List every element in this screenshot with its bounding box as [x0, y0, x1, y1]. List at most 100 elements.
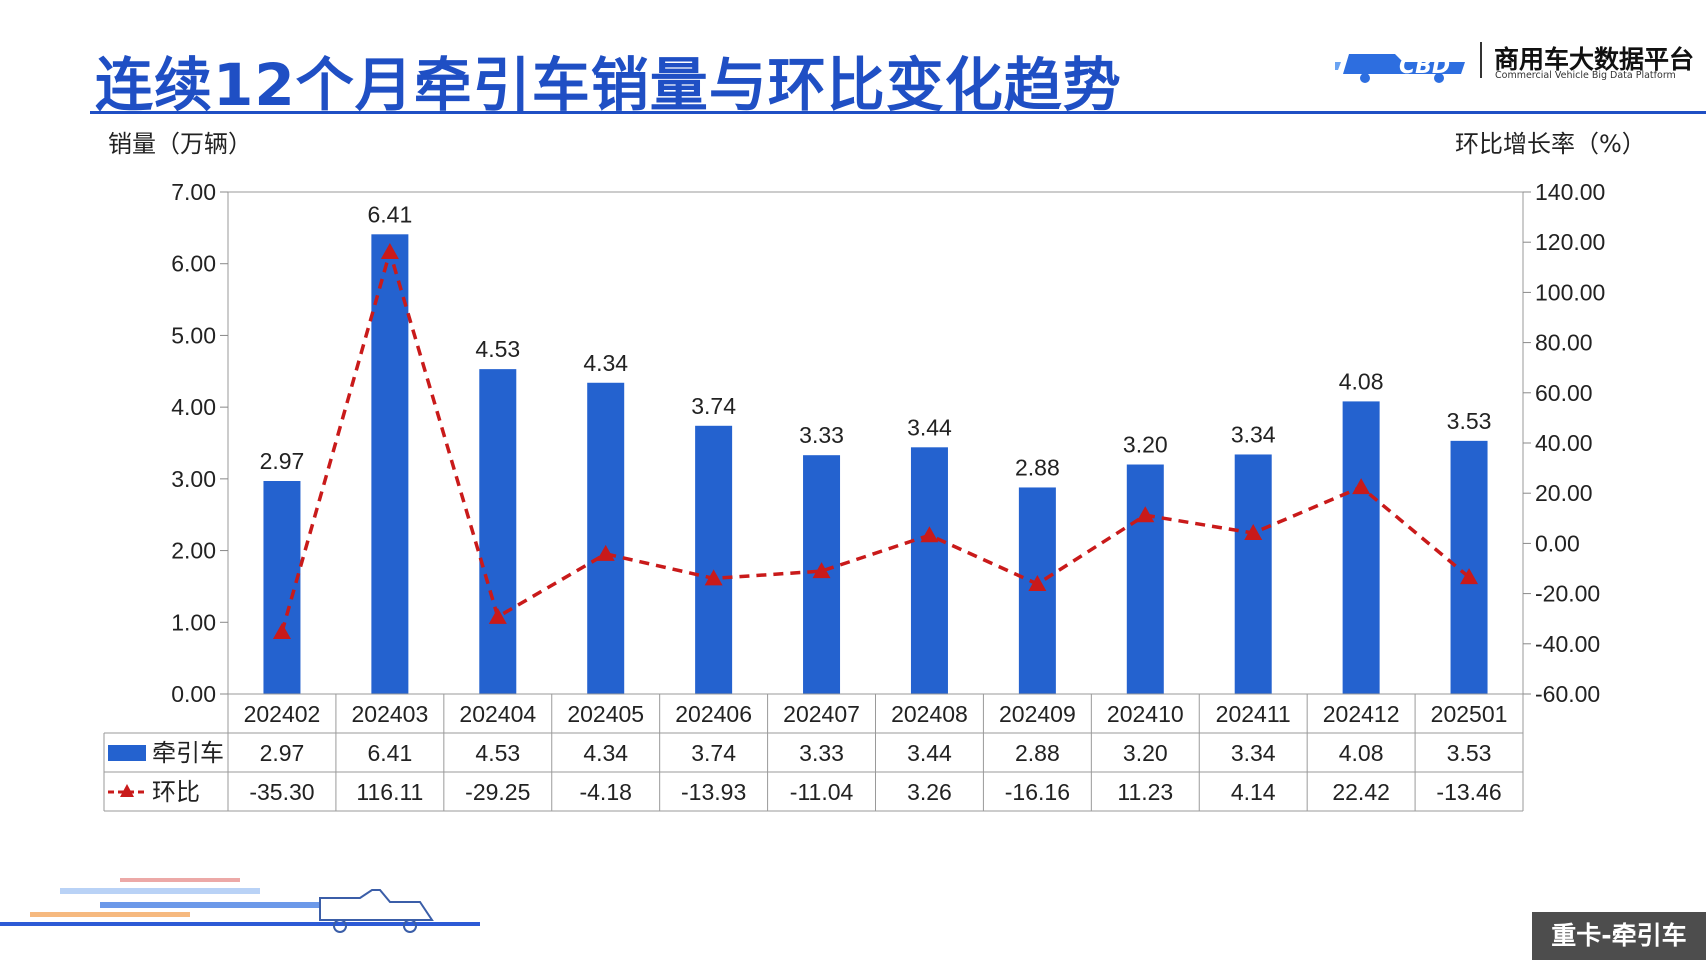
bar-value-label: 4.34 [583, 350, 628, 376]
bar-value-label: 4.53 [475, 336, 520, 362]
truck-logo-icon: CBD [1335, 54, 1465, 83]
plot-frame [227, 191, 1524, 695]
legend-line-label: 环比 [152, 779, 200, 806]
growth-marker [1028, 574, 1047, 591]
x-tick-label: 202408 [891, 701, 968, 727]
footer-category-tag: 重卡-牵引车 [1532, 912, 1706, 960]
bar [479, 369, 517, 694]
y-tick-label-left: 4.00 [171, 394, 216, 420]
table-cell-sales: 3.34 [1231, 740, 1276, 766]
table-cell-growth: 3.26 [907, 779, 952, 805]
bar-value-label: 4.08 [1339, 368, 1384, 394]
table-cell-growth: -16.16 [1005, 779, 1070, 805]
table-cell-growth: -13.46 [1436, 779, 1501, 805]
bar [371, 234, 409, 694]
growth-marker [1352, 478, 1371, 495]
table-cell-sales: 2.88 [1015, 740, 1060, 766]
y-tick-label-left: 0.00 [171, 681, 216, 707]
bar-value-label: 3.20 [1123, 432, 1168, 458]
y-tick-label-right: 140.00 [1535, 179, 1605, 205]
x-tick-label: 202412 [1323, 701, 1400, 727]
bar-value-label: 2.97 [260, 448, 305, 474]
logo-text-en: Commercial Vehicle Big Data Platform [1495, 70, 1676, 81]
legend-bar-swatch [108, 745, 146, 761]
bar-value-label: 3.34 [1231, 421, 1276, 447]
growth-marker [380, 242, 399, 259]
table-cell-growth: 4.14 [1231, 779, 1276, 805]
x-tick-label: 202402 [244, 701, 321, 727]
bar-value-label: 6.41 [367, 201, 412, 227]
growth-marker [812, 562, 831, 579]
growth-marker [596, 544, 615, 561]
bar-value-label: 3.33 [799, 422, 844, 448]
bar-value-label: 3.53 [1447, 408, 1492, 434]
table-cell-sales: 4.34 [583, 740, 628, 766]
y-tick-label-right: 40.00 [1535, 430, 1593, 456]
y-tick-label-right: 20.00 [1535, 480, 1593, 506]
growth-line [280, 245, 1471, 633]
y-tick-label-right: 0.00 [1535, 530, 1580, 556]
x-tick-label: 202410 [1107, 701, 1184, 727]
y-tick-label-right: -20.00 [1535, 581, 1600, 607]
table-cell-sales: 3.20 [1123, 740, 1168, 766]
table-cell-growth: -35.30 [249, 779, 314, 805]
table-cell-growth: -11.04 [790, 779, 854, 805]
x-tick-label: 202404 [459, 701, 536, 727]
y-tick-label-right: -40.00 [1535, 631, 1600, 657]
table-cell-growth: 116.11 [356, 779, 423, 805]
y-tick-label-left: 7.00 [171, 179, 216, 205]
table-cell-growth: -29.25 [465, 779, 530, 805]
table-cell-sales: 3.44 [907, 740, 952, 766]
y-tick-label-right: 60.00 [1535, 380, 1593, 406]
bar [1342, 401, 1380, 694]
x-tick-label: 202405 [567, 701, 644, 727]
bar [1126, 464, 1164, 694]
table-cell-sales: 4.53 [475, 740, 520, 766]
logo-divider [1480, 42, 1482, 78]
table-cell-sales: 3.53 [1447, 740, 1492, 766]
y-axis-title-left: 销量（万辆） [108, 130, 252, 158]
table-cell-sales: 3.74 [691, 740, 736, 766]
x-tick-label: 202411 [1216, 701, 1291, 727]
growth-marker [704, 569, 723, 586]
growth-marker [488, 607, 507, 624]
table-cell-growth: 22.42 [1332, 779, 1390, 805]
y-axis-title-right: 环比增长率（%） [1455, 130, 1646, 158]
table-cell-growth: 11.23 [1117, 779, 1173, 805]
table-cell-sales: 4.08 [1339, 740, 1384, 766]
y-tick-label-right: -60.00 [1535, 681, 1600, 707]
bar-value-label: 2.88 [1015, 454, 1060, 480]
y-tick-label-left: 6.00 [171, 251, 216, 277]
y-tick-label-left: 2.00 [171, 538, 216, 564]
x-tick-label: 202403 [352, 701, 429, 727]
bar [587, 382, 625, 694]
bar [695, 425, 733, 694]
table-cell-sales: 6.41 [367, 740, 412, 766]
table-cell-sales: 3.33 [799, 740, 844, 766]
x-tick-label: 202409 [999, 701, 1076, 727]
growth-marker [1244, 524, 1263, 541]
x-tick-label: 202406 [675, 701, 752, 727]
logo-text-cn: 商用车大数据平台 [1494, 45, 1695, 74]
bar-value-label: 3.74 [691, 393, 736, 419]
y-tick-label-right: 120.00 [1535, 229, 1605, 255]
page-title: 连续12个月牵引车销量与环比变化趋势 [95, 51, 1122, 119]
x-tick-label: 202407 [783, 701, 860, 727]
table-cell-growth: -13.93 [681, 779, 746, 805]
legend-bar-label: 牵引车 [152, 740, 224, 767]
growth-marker [1460, 568, 1479, 585]
growth-marker [920, 526, 939, 543]
legend-line-marker [120, 784, 134, 797]
bar-value-label: 3.44 [907, 414, 952, 440]
y-tick-label-left: 3.00 [171, 466, 216, 492]
y-tick-label-right: 80.00 [1535, 330, 1593, 356]
table-cell-sales: 2.97 [260, 740, 305, 766]
title-underline [90, 111, 1706, 114]
bar [910, 447, 948, 694]
y-tick-label-left: 1.00 [171, 609, 216, 635]
table-cell-growth: -4.18 [579, 779, 631, 805]
x-tick-label: 202501 [1431, 701, 1508, 727]
bar [1450, 440, 1488, 694]
y-tick-label-right: 100.00 [1535, 279, 1605, 305]
